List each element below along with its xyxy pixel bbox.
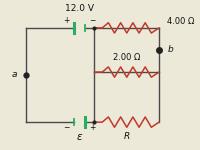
Text: +: + <box>89 123 96 132</box>
Text: a: a <box>12 70 17 80</box>
Text: 2.00 Ω: 2.00 Ω <box>113 53 140 62</box>
Text: b: b <box>168 45 173 54</box>
Text: −: − <box>89 16 96 25</box>
Text: R: R <box>124 132 130 141</box>
Text: 4.00 Ω: 4.00 Ω <box>167 18 194 27</box>
Text: −: − <box>63 123 69 132</box>
Text: ε: ε <box>76 132 82 142</box>
Text: +: + <box>63 16 69 25</box>
Text: 12.0 V: 12.0 V <box>65 4 94 13</box>
